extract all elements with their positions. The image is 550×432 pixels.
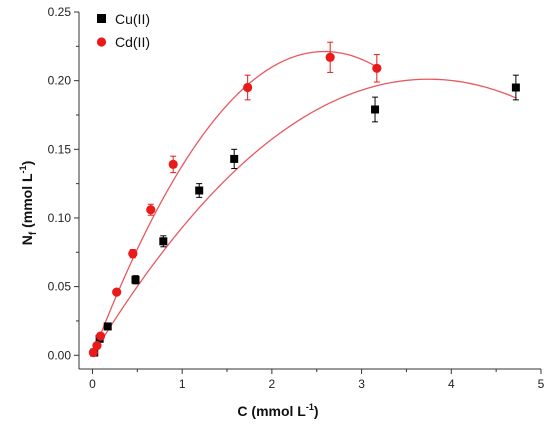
point-cd <box>92 341 102 351</box>
y-axis-title-close: ) <box>19 161 35 166</box>
point-cd <box>146 205 156 215</box>
point-cu <box>371 105 380 114</box>
point-cd <box>88 347 98 358</box>
plot-area: 0 1 2 3 4 5 0.00 0.05 0.10 0.15 0.20 0.25 <box>48 5 545 391</box>
point-cd <box>95 331 106 341</box>
y-tick-label: 0.00 <box>48 348 72 362</box>
y-tick-label: 0.25 <box>48 5 72 19</box>
x-axis-title: C (mmol L-1) <box>237 402 318 419</box>
point-cu <box>230 154 239 163</box>
y-tick-label: 0.20 <box>48 74 72 88</box>
y-tick-label: 0.15 <box>48 142 72 156</box>
y-axis-title-superscript: -1 <box>18 165 28 173</box>
fit-curves <box>91 50 517 356</box>
point-cu <box>511 83 520 92</box>
point-cu <box>131 275 140 284</box>
point-cd <box>325 52 335 62</box>
point-cd <box>372 63 382 73</box>
x-axis-title-close: ) <box>314 403 319 419</box>
fit-curve-0 <box>91 78 517 356</box>
y-tick-label: 0.10 <box>48 211 72 225</box>
data-points <box>88 41 520 358</box>
legend-label-cd: Cd(II) <box>115 34 150 50</box>
legend: Cu(II) Cd(II) <box>96 11 150 50</box>
point-cd <box>243 82 253 93</box>
y-ticks: 0.00 0.05 0.10 0.15 0.20 0.25 <box>48 5 79 362</box>
legend-marker-cd <box>96 37 107 47</box>
x-axis-title-main: C (mmol L <box>237 403 306 419</box>
y-axis-title: Nf (mmol L-1) <box>18 161 39 246</box>
point-cu <box>195 186 204 195</box>
x-tick-label: 0 <box>89 377 96 391</box>
y-axis-title-mid: (mmol L <box>19 173 35 232</box>
y-tick-label: 0.05 <box>48 280 72 294</box>
point-cd <box>168 159 178 170</box>
x-tick-label: 4 <box>448 377 455 391</box>
x-tick-label: 5 <box>538 377 545 391</box>
legend-label-cu: Cu(II) <box>115 11 150 27</box>
point-cu <box>103 322 112 331</box>
x-tick-label: 3 <box>358 377 365 391</box>
y-axis-title-subscript: f <box>28 231 39 235</box>
point-cu <box>159 237 168 246</box>
x-axis-title-superscript: -1 <box>306 402 314 412</box>
fit-curve-1 <box>91 50 378 356</box>
x-tick-label: 2 <box>269 377 276 391</box>
y-axis-title-main: N <box>19 235 35 245</box>
legend-marker-cu <box>97 14 106 23</box>
point-cd <box>112 287 122 297</box>
point-cd <box>128 249 138 259</box>
x-tick-label: 1 <box>179 377 186 391</box>
x-ticks: 0 1 2 3 4 5 <box>89 369 545 391</box>
